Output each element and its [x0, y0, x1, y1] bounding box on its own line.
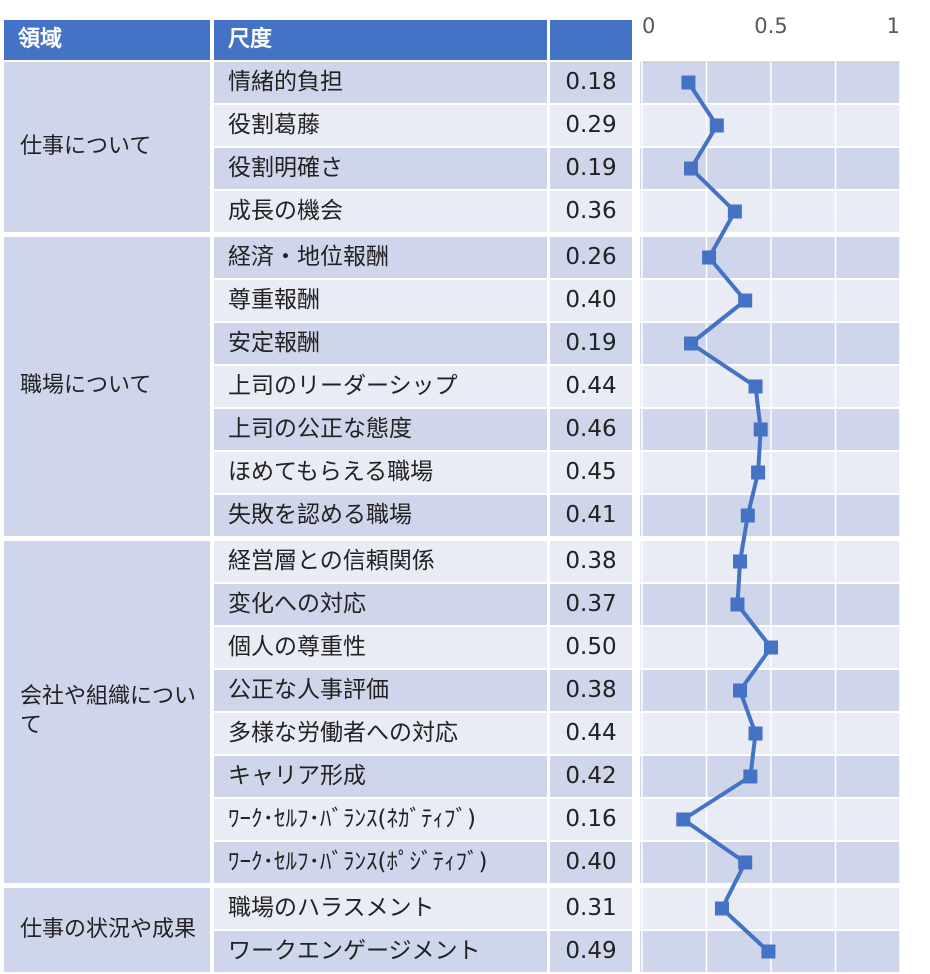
x-tick-label: 1: [887, 14, 900, 38]
scale-value: 0.46: [550, 409, 632, 450]
data-point-marker: [702, 250, 717, 265]
chart-row-band: [640, 105, 900, 146]
scale-value: 0.44: [550, 713, 632, 754]
scale-label: キャリア形成: [214, 756, 547, 797]
header-scale: 尺度: [214, 20, 547, 60]
data-point-marker: [709, 118, 724, 133]
domain-label: 職場について: [4, 237, 210, 536]
header-domain: 領域: [4, 20, 210, 60]
data-point-marker: [748, 379, 763, 394]
scale-label: 失敗を認める職場: [214, 495, 547, 536]
scale-label: 成長の機会: [214, 191, 547, 232]
domain-label: 仕事について: [4, 62, 210, 232]
chart-row-band: [640, 191, 900, 232]
chart-row-band: [640, 584, 900, 625]
scale-value: 0.37: [550, 584, 632, 625]
scale-label: ワークエンゲージメント: [214, 931, 547, 972]
data-point-marker: [751, 465, 766, 480]
chart-row-band: [640, 541, 900, 582]
scale-value: 0.19: [550, 323, 632, 364]
scale-label: 個人の尊重性: [214, 627, 547, 668]
chart-row-band: [640, 713, 900, 754]
data-point-marker: [684, 336, 699, 351]
scale-value: 0.44: [550, 366, 632, 407]
scale-value: 0.38: [550, 670, 632, 711]
scale-value: 0.38: [550, 541, 632, 582]
data-point-marker: [738, 855, 753, 870]
scale-value: 0.31: [550, 888, 632, 929]
scale-value: 0.40: [550, 280, 632, 321]
data-point-marker: [676, 812, 691, 827]
x-tick-label: 0: [642, 14, 655, 38]
scale-label: 上司のリーダーシップ: [214, 366, 547, 407]
chart-row-band: [640, 670, 900, 711]
scale-label: 役割明確さ: [214, 148, 547, 189]
scale-label: 情緒的負担: [214, 62, 547, 103]
domain-label: 会社や組織について: [4, 541, 210, 883]
scale-label: 職場のハラスメント: [214, 888, 547, 929]
chart-row-band: [640, 323, 900, 364]
data-point-marker: [714, 901, 729, 916]
chart-row-band: [640, 148, 900, 189]
scale-label: 公正な人事評価: [214, 670, 547, 711]
chart-row-band: [640, 888, 900, 929]
header-value: [550, 20, 632, 60]
data-point-marker: [740, 508, 755, 523]
data-point-marker: [730, 597, 745, 612]
scale-value: 0.49: [550, 931, 632, 972]
scale-value: 0.50: [550, 627, 632, 668]
scale-label: 安定報酬: [214, 323, 547, 364]
scale-value: 0.45: [550, 452, 632, 493]
scale-label: 経営層との信頼関係: [214, 541, 547, 582]
data-point-marker: [748, 726, 763, 741]
data-point-marker: [764, 640, 778, 655]
data-point-marker: [743, 769, 758, 784]
chart-row-band: [640, 366, 900, 407]
data-point-marker: [733, 683, 748, 698]
scale-value: 0.19: [550, 148, 632, 189]
scale-label: 尊重報酬: [214, 280, 547, 321]
data-point-marker: [761, 944, 776, 959]
data-point-marker: [684, 161, 699, 176]
chart-row-band: [640, 409, 900, 450]
scale-value: 0.29: [550, 105, 632, 146]
chart-row-band: [640, 280, 900, 321]
scale-label: ほめてもらえる職場: [214, 452, 547, 493]
domain-label: 仕事の状況や成果: [4, 888, 210, 972]
scale-label: 上司の公正な態度: [214, 409, 547, 450]
chart-row-band: [640, 756, 900, 797]
chart-row-band: [640, 842, 900, 883]
scale-value: 0.16: [550, 799, 632, 840]
chart-row-band: [640, 495, 900, 536]
scale-value: 0.41: [550, 495, 632, 536]
scale-value: 0.26: [550, 237, 632, 278]
scale-value: 0.36: [550, 191, 632, 232]
data-point-marker: [727, 204, 742, 219]
scale-label: 変化への対応: [214, 584, 547, 625]
scale-label: 経済・地位報酬: [214, 237, 547, 278]
scale-value: 0.18: [550, 62, 632, 103]
scale-label: 役割葛藤: [214, 105, 547, 146]
data-point-marker: [738, 293, 753, 308]
scale-value: 0.40: [550, 842, 632, 883]
chart-row-band: [640, 237, 900, 278]
scale-label: 多様な労働者への対応: [214, 713, 547, 754]
score-series-line: [681, 81, 773, 953]
data-point-marker: [753, 422, 768, 437]
scale-label: ﾜｰｸ･ｾﾙﾌ･ﾊﾞﾗﾝｽ(ﾎﾟｼﾞﾃｨﾌﾞ): [214, 842, 547, 883]
data-point-marker: [733, 554, 748, 569]
chart-row-band: [640, 452, 900, 493]
data-point-marker: [681, 75, 696, 90]
x-tick-label: 0.5: [754, 14, 787, 38]
scale-value: 0.42: [550, 756, 632, 797]
scale-label: ﾜｰｸ･ｾﾙﾌ･ﾊﾞﾗﾝｽ(ﾈｶﾞﾃｨﾌﾞ): [214, 799, 547, 840]
